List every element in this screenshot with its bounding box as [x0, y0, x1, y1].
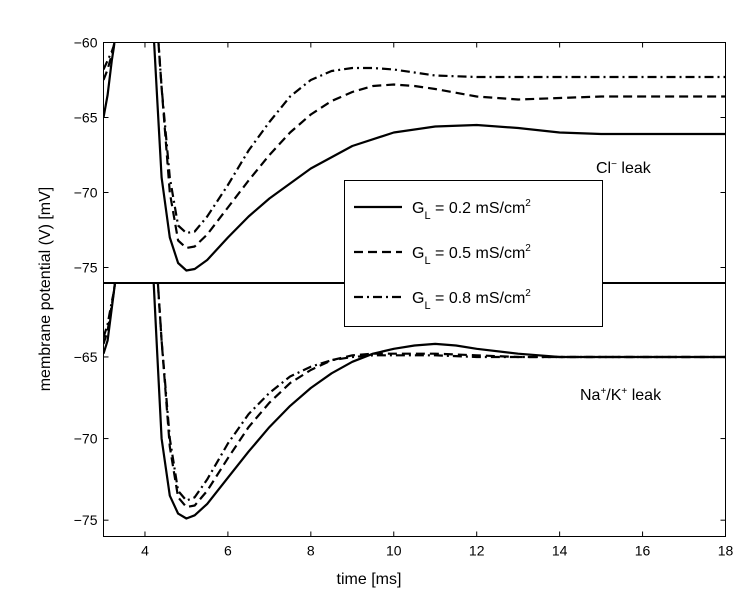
x-tick-label: 18: [718, 543, 734, 559]
legend-entry-text: = 0.8 mS/cm: [431, 290, 526, 307]
bottom-annotation-part: /K: [606, 387, 621, 404]
legend-entry-sup: 2: [525, 243, 531, 254]
top-annotation-part: −: [611, 159, 617, 170]
legend-entry-text: = 0.5 mS/cm: [431, 245, 526, 262]
legend-entry-label: GL = 0.2 mS/cm2: [412, 198, 531, 222]
bottom-annotation-part: leak: [627, 387, 662, 404]
legend-entry-sup: 2: [525, 198, 531, 209]
top-ytick-label: −75: [74, 260, 98, 276]
legend-entry-base: G: [412, 245, 424, 262]
bottom-annotation: Na+/K+ leak: [580, 386, 662, 404]
x-tick-label: 4: [141, 543, 149, 559]
top-annotation-part: leak: [617, 160, 652, 177]
legend-entry-sup: 2: [525, 288, 531, 299]
y-axis-label: membrane potential (V) [mV]: [37, 187, 54, 392]
bottom-panel: −65−70−75 Na+/K+ leak: [74, 283, 726, 537]
top-series-group: [103, 42, 726, 272]
bottom-series-dashed-line: [103, 283, 726, 509]
bottom-annotation-part: +: [600, 386, 606, 397]
top-annotation-part: Cl: [596, 160, 611, 177]
bottom-series-solid-line: [103, 283, 726, 520]
x-tick-label: 12: [469, 543, 485, 559]
x-tick-label: 16: [635, 543, 651, 559]
legend-entry-text: = 0.2 mS/cm: [431, 200, 526, 217]
bottom-y-ticks: −65 −70 −75: [74, 349, 726, 528]
x-axis-ticks: 4 6 8 10 12 14 16 18: [141, 42, 734, 559]
x-tick-label: 10: [386, 543, 402, 559]
top-ytick-label: −60: [74, 35, 98, 51]
x-tick-label: 8: [307, 543, 315, 559]
bottom-ytick-label: −75: [74, 512, 98, 528]
bottom-ytick-label: −65: [74, 349, 98, 365]
bottom-series-group: [103, 283, 726, 520]
legend-entry-label: GL = 0.8 mS/cm2: [412, 288, 531, 312]
top-ytick-label: −65: [74, 110, 98, 126]
x-axis-label: time [ms]: [337, 571, 402, 588]
top-y-ticks: −60 −65 −70 −75: [74, 35, 726, 276]
top-annotation: Cl− leak: [596, 159, 652, 177]
top-series-solid-line: [103, 42, 726, 272]
top-panel: −60 −65 −70 −75 Cl− leak: [74, 35, 726, 283]
legend-entry-base: G: [412, 200, 424, 217]
x-tick-label: 6: [224, 543, 232, 559]
top-series-dashed-line: [103, 42, 726, 250]
legend-entry-sub: L: [424, 255, 430, 267]
top-ytick-label: −70: [74, 185, 98, 201]
legend-entry-base: G: [412, 290, 424, 307]
bottom-annotation-part: +: [621, 386, 627, 397]
bottom-annotation-part: Na: [580, 387, 601, 404]
legend-entry-sub: L: [424, 300, 430, 312]
legend-entry-label: GL = 0.5 mS/cm2: [412, 243, 531, 267]
bottom-ytick-label: −70: [74, 431, 98, 447]
legend-box: [344, 180, 603, 327]
x-tick-label: 14: [552, 543, 568, 559]
legend-entry-sub: L: [424, 210, 430, 222]
